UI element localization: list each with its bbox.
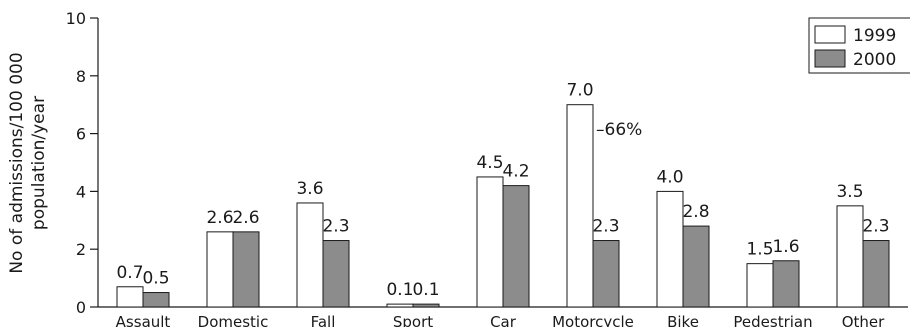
x-category-label-sport: Sport — [393, 313, 433, 327]
bar-bike-1999 — [656, 190, 684, 308]
data-label-sport-2000: 0.1 — [412, 280, 439, 300]
bar-motorcycle-2000 — [592, 240, 620, 308]
x-category-label-pedestrian: Pedestrian — [733, 313, 812, 327]
bar-pedestrian-1999 — [746, 263, 774, 308]
bar-domestic-1999 — [206, 231, 234, 308]
bar-assault-1999 — [116, 286, 144, 308]
data-label-pedestrian-1999: 1.5 — [746, 240, 773, 260]
legend-swatch-2000 — [814, 49, 846, 68]
y-axis-title-line-2: population/year — [29, 96, 49, 230]
data-label-motorcycle-1999: 7.0 — [566, 81, 593, 101]
data-labels: 0.70.5 2.62.6 3.6 2.3 0.10.1 4.54.2 7.0 2.3 4.0 2… — [116, 81, 889, 300]
y-axis-title: No of admissions/100 000 population/year — [7, 52, 49, 273]
legend-swatch-1999 — [814, 25, 846, 44]
legend-label-1999: 1999 — [853, 26, 896, 46]
x-category-label-other: Other — [842, 313, 885, 327]
x-category-label-assault: Assault — [116, 313, 171, 327]
data-label-bike-2000: 2.8 — [682, 202, 709, 222]
y-tick-label: 8 — [76, 67, 86, 86]
x-category-label-fall: Fall — [311, 313, 336, 327]
x-category-label-domestic: Domestic — [198, 313, 269, 327]
y-tick-label: 10 — [66, 9, 86, 28]
data-label-assault-2000: 0.5 — [142, 269, 169, 289]
y-axis-ticks: 0 2 4 6 8 10 — [66, 9, 98, 317]
data-label-domestic-2000: 2.6 — [232, 208, 259, 228]
annotations: –66% — [596, 120, 642, 140]
bars — [116, 104, 890, 308]
data-label-fall-1999: 3.6 — [296, 179, 323, 199]
y-tick-label: 6 — [76, 125, 86, 144]
legend-label-2000: 2000 — [853, 50, 896, 70]
bar-fall-1999 — [296, 202, 324, 308]
bar-pedestrian-2000 — [772, 260, 800, 308]
bar-motorcycle-1999 — [566, 104, 594, 308]
data-label-motorcycle-2000: 2.3 — [592, 217, 619, 237]
bar-other-2000 — [862, 240, 890, 308]
category-labels: Assault Domestic Fall Sport Car Motorcycle Bik… — [116, 313, 885, 327]
bar-domestic-2000 — [232, 231, 260, 308]
data-label-bike-1999: 4.0 — [656, 167, 683, 187]
x-category-label-motorcycle: Motorcycle — [552, 313, 634, 327]
data-label-other-2000: 2.3 — [862, 217, 889, 237]
data-label-sport-1999: 0.1 — [386, 280, 413, 300]
data-label-car-1999: 4.5 — [476, 153, 503, 173]
bar-sport-2000 — [412, 303, 440, 308]
bar-assault-2000 — [142, 292, 170, 308]
y-tick-label: 4 — [76, 182, 86, 201]
data-label-fall-2000: 2.3 — [322, 217, 349, 237]
bar-sport-1999 — [386, 303, 414, 308]
annotation-motorcycle: –66% — [596, 120, 642, 140]
y-tick-label: 2 — [76, 240, 86, 259]
legend: 1999 2000 — [808, 17, 910, 74]
y-axis-title-line-1: No of admissions/100 000 — [7, 52, 27, 273]
data-label-domestic-1999: 2.6 — [206, 208, 233, 228]
x-category-label-car: Car — [490, 313, 517, 327]
bar-other-1999 — [836, 205, 864, 308]
data-label-pedestrian-2000: 1.6 — [772, 237, 799, 257]
y-tick-label: 0 — [76, 298, 86, 317]
data-label-car-2000: 4.2 — [502, 162, 529, 182]
x-category-label-bike: Bike — [667, 313, 699, 327]
bar-car-1999 — [476, 176, 504, 308]
bar-car-2000 — [502, 185, 530, 308]
bar-bike-2000 — [682, 225, 710, 308]
bar-fall-2000 — [322, 240, 350, 308]
data-label-other-1999: 3.5 — [836, 182, 863, 202]
data-label-assault-1999: 0.7 — [116, 263, 143, 283]
